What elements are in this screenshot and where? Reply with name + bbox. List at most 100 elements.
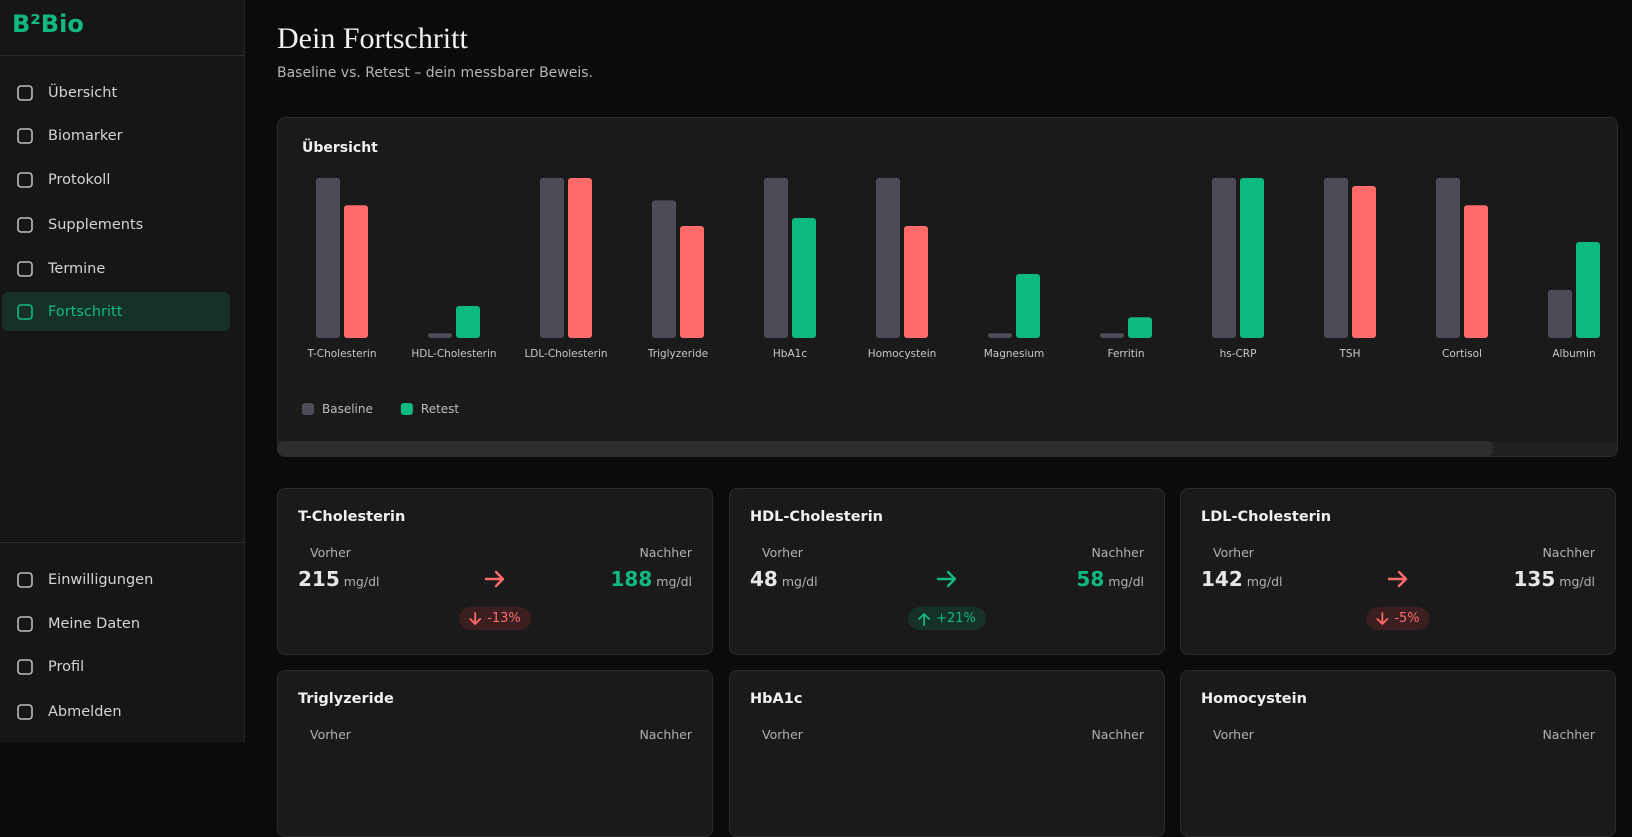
x-tick-label: hs-CRP [1220, 348, 1257, 360]
change-badge: -13% [459, 607, 531, 630]
icon-shape [17, 571, 33, 588]
nav-item[interactable]: Übersicht [2, 73, 230, 112]
metric-card: T-Cholesterin Vorher Nachher 215 mg/dl 188 mg/… [277, 488, 713, 655]
unit: mg/dl [1108, 574, 1144, 589]
before-label: Vorher [1213, 727, 1254, 742]
unit: mg/dl [343, 574, 380, 589]
bar [1100, 333, 1124, 338]
bar [1436, 178, 1460, 338]
change-text: -5% [1394, 611, 1420, 626]
icon [17, 703, 33, 720]
after-value: 58 mg/dl [1076, 567, 1144, 591]
x-tick-label: HbA1c [773, 348, 807, 360]
nav-item[interactable]: Supplements [2, 205, 230, 244]
unit: mg/dl [781, 574, 818, 589]
icon [17, 303, 33, 320]
icon-shape [17, 303, 33, 320]
nav-item[interactable]: Einwilligungen [2, 560, 230, 599]
legend-swatch [400, 403, 413, 415]
icon [17, 216, 33, 233]
x-tick-label: LDL-Cholesterin [524, 348, 607, 360]
nav-label: Protokoll [48, 171, 111, 188]
x-tick-label: Cortisol [1442, 348, 1482, 360]
bar [1016, 274, 1040, 338]
change-badge: -5% [1366, 607, 1430, 630]
legend-swatch [302, 403, 314, 415]
divider [0, 542, 244, 543]
bar [652, 200, 676, 338]
x-tick-label: Magnesium [984, 348, 1045, 360]
nav-item[interactable]: Protokoll [2, 160, 230, 199]
scrollbar-thumb [278, 441, 1493, 456]
metric-card: LDL-Cholesterin Vorher Nachher 142 mg/dl 135 m… [1180, 488, 1616, 655]
nav-label: Abmelden [48, 703, 122, 720]
sidebar: B²Bio Übersicht Biomarker Protokoll Supplem… [0, 0, 245, 742]
nav-item[interactable]: Meine Daten [2, 604, 230, 643]
before-label: Vorher [762, 545, 803, 560]
value: 48 [750, 567, 778, 591]
metric-card: Triglyzeride Vorher Nachher [277, 670, 713, 837]
nav-item[interactable]: Abmelden [2, 692, 230, 731]
icon [17, 658, 33, 675]
bar [792, 218, 816, 338]
icon [17, 571, 33, 588]
arrow [484, 570, 505, 588]
before-value: 48 mg/dl [750, 567, 818, 591]
nav-item[interactable]: Fortschritt [2, 292, 230, 331]
icon-shape [17, 658, 33, 675]
chart-title: Übersicht [302, 138, 378, 156]
bar [680, 226, 704, 338]
bar [1128, 317, 1152, 338]
bar [428, 333, 452, 338]
page-title: Dein Fortschritt [277, 22, 468, 55]
nav-label: Einwilligungen [48, 571, 154, 588]
change-text: -13% [487, 611, 521, 626]
x-tick-label: Homocystein [868, 348, 937, 360]
unit: mg/dl [656, 574, 692, 589]
card-title: Homocystein [1201, 691, 1307, 707]
x-tick-label: Ferritin [1108, 348, 1145, 360]
change-badge: +21% [908, 607, 986, 630]
before-value: 142 mg/dl [1201, 567, 1282, 591]
bar [456, 306, 480, 338]
card-title: Triglyzeride [298, 691, 394, 707]
change-text: +21% [936, 611, 976, 626]
nav-label: Übersicht [48, 84, 118, 101]
nav-label: Supplements [48, 216, 144, 233]
icon-shape [17, 703, 33, 720]
bar [904, 226, 928, 338]
bar [764, 178, 788, 338]
after-value: 188 mg/dl [611, 567, 692, 591]
value: 188 [610, 567, 653, 591]
nav-item[interactable]: Biomarker [2, 116, 230, 155]
icon-shape [17, 84, 33, 101]
bar [1240, 178, 1264, 338]
unit: mg/dl [1559, 574, 1595, 589]
icon [17, 127, 33, 144]
metric-card: Homocystein Vorher Nachher [1180, 670, 1616, 837]
bar [316, 178, 340, 338]
bar [1576, 242, 1600, 338]
bar [988, 333, 1012, 338]
arrow [936, 570, 957, 588]
nav-label: Meine Daten [48, 615, 141, 632]
logo[interactable]: B²Bio [12, 10, 84, 38]
icon-shape [17, 171, 33, 188]
arrow-icon [936, 570, 957, 588]
trend-arrow [469, 611, 482, 625]
nav-item[interactable]: Termine [2, 249, 230, 288]
nav-item[interactable]: Profil [2, 647, 230, 686]
bar [1324, 178, 1348, 338]
bar [1212, 178, 1236, 338]
after-label: Nachher [639, 727, 692, 742]
nav-label: Biomarker [48, 127, 123, 144]
chart: Übersicht T-Cholesterin HDL-Cholesterin LDL… [278, 138, 1617, 456]
before-label: Vorher [762, 727, 803, 742]
nav-label: Fortschritt [48, 303, 123, 320]
metric-card: HDL-Cholesterin Vorher Nachher 48 mg/dl 58 mg/… [729, 488, 1165, 655]
bar [876, 178, 900, 338]
page-subtitle: Baseline vs. Retest – dein messbarer Bew… [277, 65, 593, 81]
before-label: Vorher [1213, 545, 1254, 560]
arrow [1387, 570, 1408, 588]
bar [1464, 205, 1488, 338]
